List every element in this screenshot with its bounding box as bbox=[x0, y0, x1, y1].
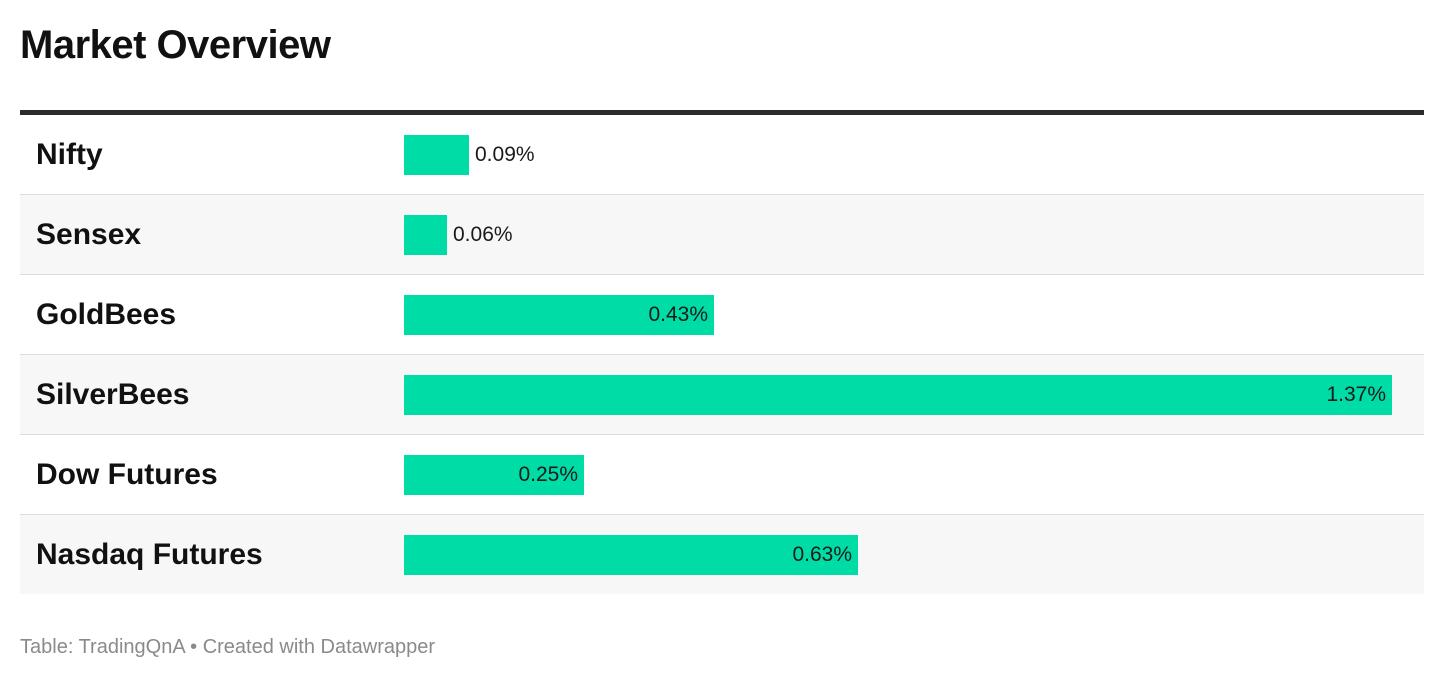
bar-value-label: 1.37% bbox=[1326, 383, 1386, 406]
bar-track: 0.25% bbox=[404, 455, 1392, 495]
bar bbox=[404, 535, 858, 575]
footer-separator: • bbox=[190, 636, 198, 658]
chart-title: Market Overview bbox=[20, 23, 331, 67]
table-row: Dow Futures 0.25% bbox=[20, 435, 1424, 515]
table-row: SilverBees 1.37% bbox=[20, 355, 1424, 435]
bar-value-label: 0.09% bbox=[475, 143, 535, 166]
bar-table: Nifty 0.09% Sensex 0.06% GoldBees 0.43% Silver… bbox=[20, 110, 1424, 594]
table-row: GoldBees 0.43% bbox=[20, 275, 1424, 355]
bar-track: 1.37% bbox=[404, 375, 1392, 415]
bar bbox=[404, 135, 469, 175]
table-row: Sensex 0.06% bbox=[20, 195, 1424, 275]
bar-value-label: 0.06% bbox=[453, 223, 513, 246]
table-row: Nifty 0.09% bbox=[20, 115, 1424, 195]
row-label: SilverBees bbox=[36, 378, 190, 411]
bar bbox=[404, 455, 584, 495]
bar-value-label: 0.43% bbox=[648, 303, 708, 326]
bar-track: 0.43% bbox=[404, 295, 1392, 335]
bar-track: 0.06% bbox=[404, 215, 1392, 255]
bar bbox=[404, 375, 1392, 415]
bar-track: 0.09% bbox=[404, 135, 1392, 175]
row-label: Sensex bbox=[36, 218, 142, 251]
footer: Table: TradingQnA • Created with Datawra… bbox=[20, 634, 435, 660]
row-label: Nifty bbox=[36, 138, 103, 171]
bar-value-label: 0.25% bbox=[518, 463, 578, 486]
bar bbox=[404, 295, 714, 335]
footer-source: Table: TradingQnA bbox=[20, 636, 185, 658]
bar bbox=[404, 215, 447, 255]
table-row: Nasdaq Futures 0.63% bbox=[20, 515, 1424, 594]
footer-credit[interactable]: Created with Datawrapper bbox=[202, 636, 436, 658]
bar-value-label: 0.63% bbox=[792, 543, 852, 566]
row-label: Dow Futures bbox=[36, 458, 218, 491]
row-label: Nasdaq Futures bbox=[36, 538, 263, 571]
bar-track: 0.63% bbox=[404, 535, 1392, 575]
row-label: GoldBees bbox=[36, 298, 177, 331]
